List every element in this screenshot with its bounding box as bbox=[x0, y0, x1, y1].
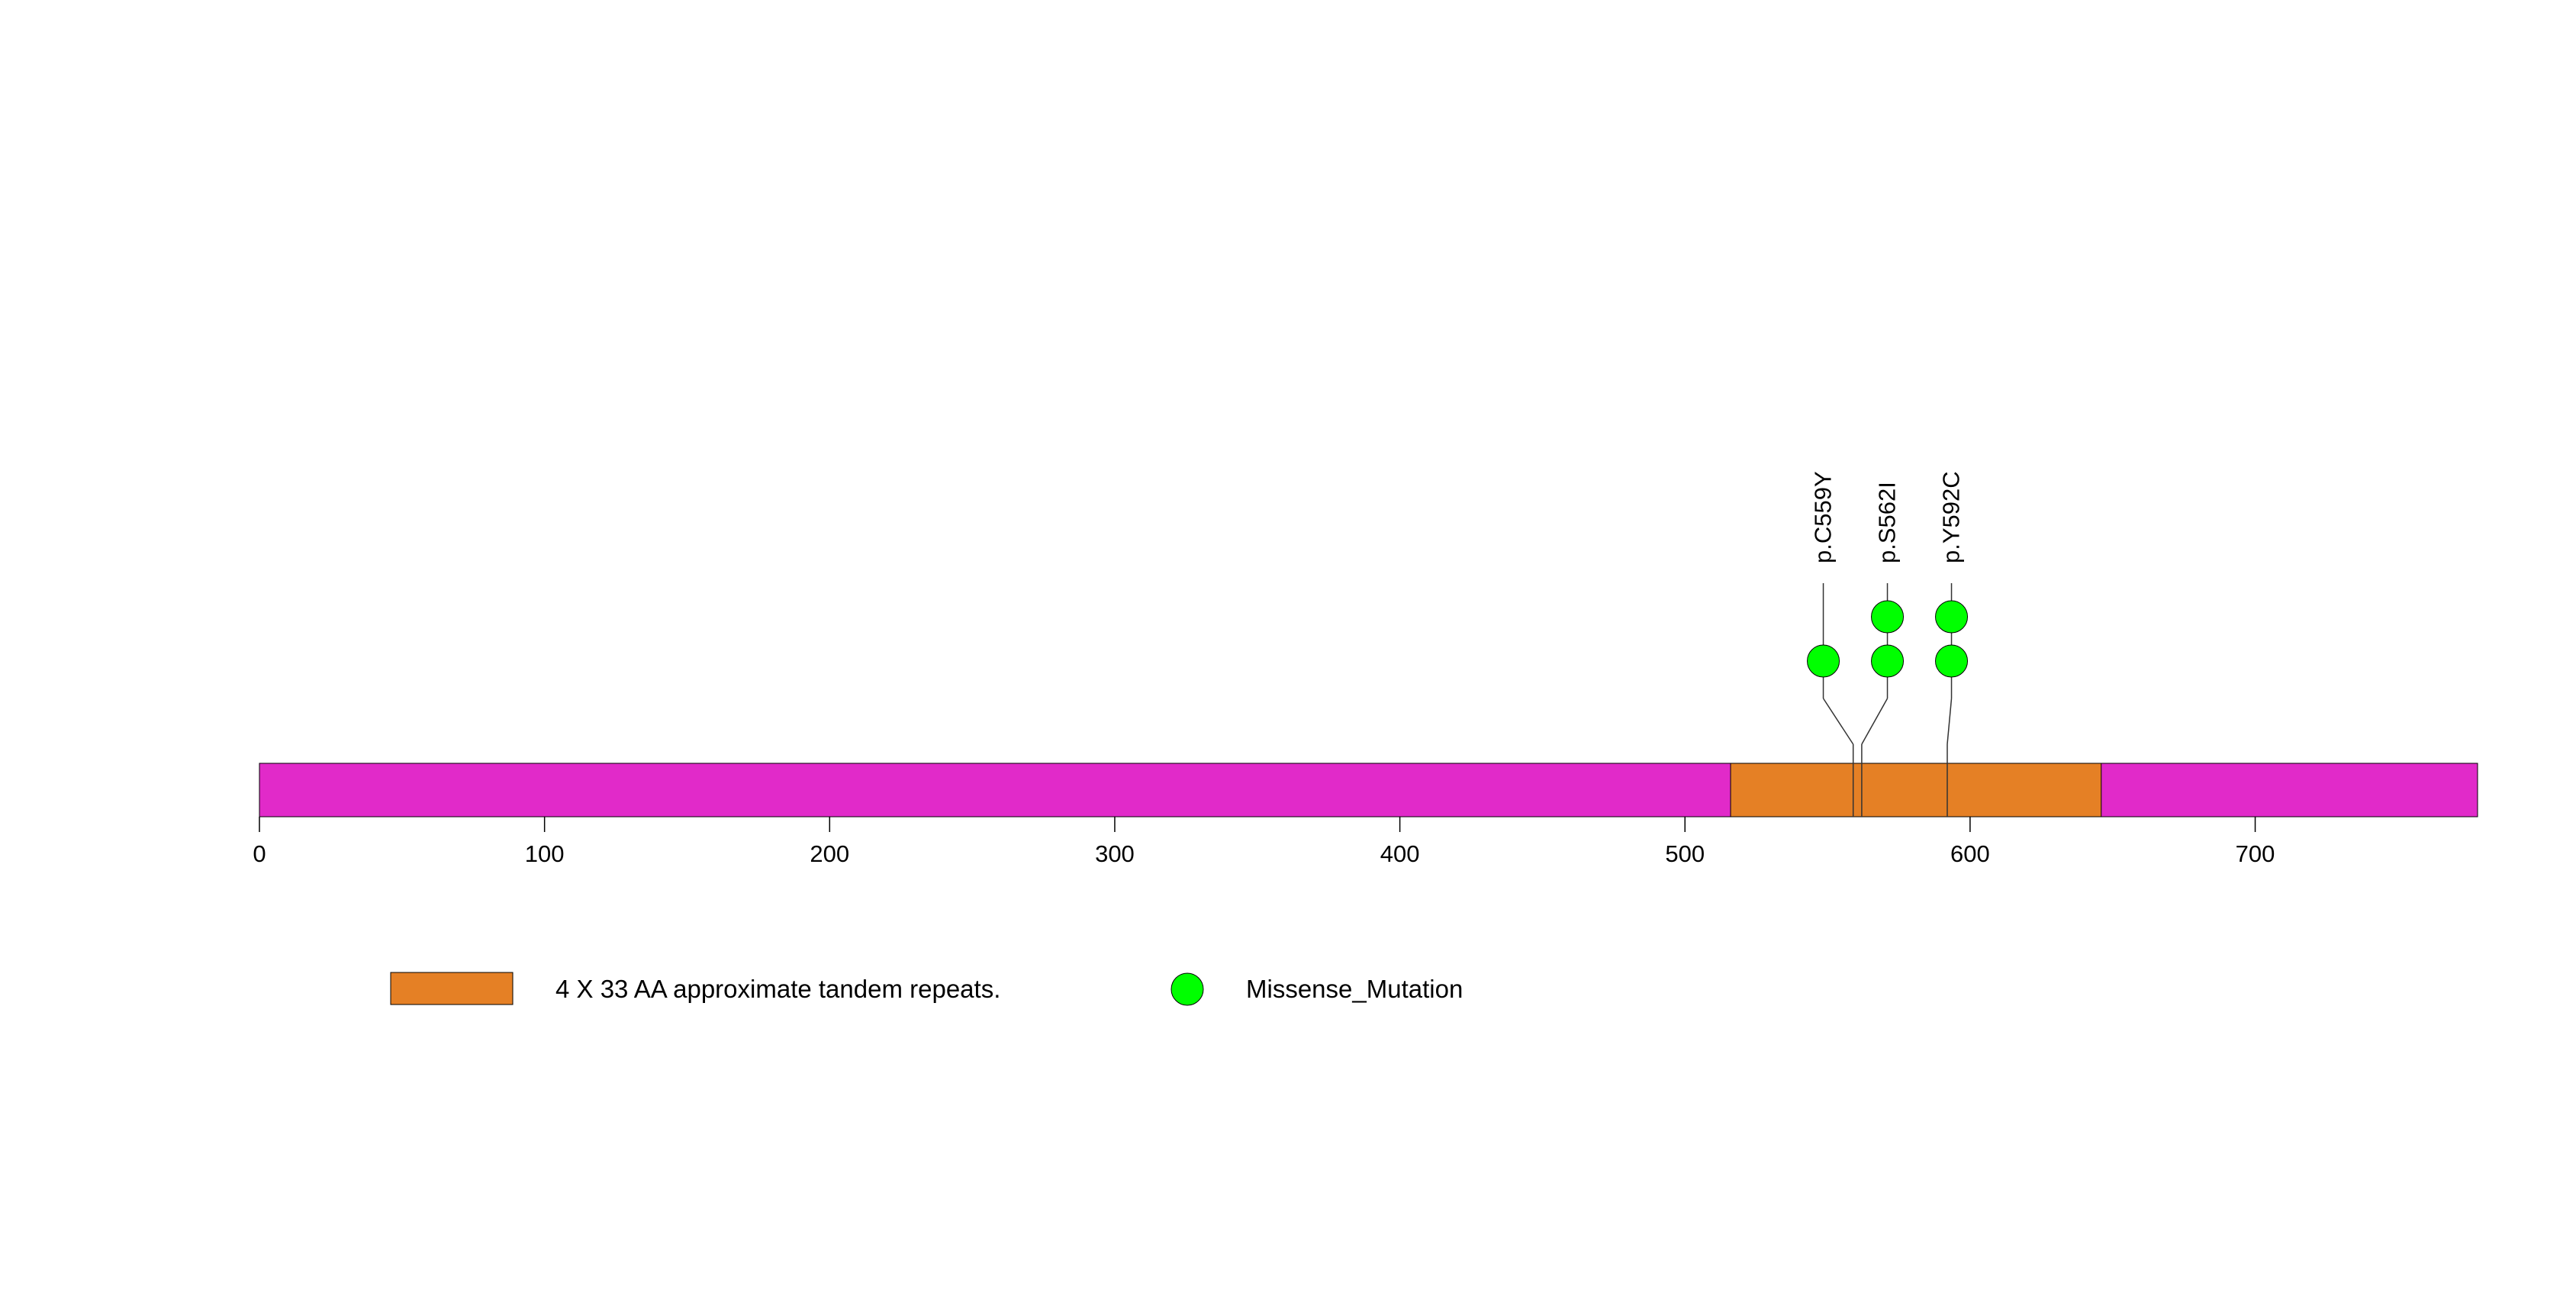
x-tick-label: 200 bbox=[810, 840, 849, 867]
x-tick-label: 600 bbox=[1950, 840, 1990, 867]
missense-dot bbox=[1871, 644, 1905, 678]
mutation-label: p.S562I bbox=[1874, 482, 1901, 563]
mutation-stem-connector bbox=[1822, 698, 1854, 745]
protein-track bbox=[259, 763, 2478, 818]
x-tick-label: 0 bbox=[253, 840, 266, 867]
legend-item-domain: 4 X 33 AA approximate tandem repeats. bbox=[390, 972, 1000, 1005]
legend-swatch-domain bbox=[390, 972, 514, 1005]
missense-dot bbox=[1935, 644, 1969, 678]
missense-dot bbox=[1935, 600, 1969, 634]
x-tick-label: 100 bbox=[525, 840, 565, 867]
domain-0 bbox=[1730, 763, 2102, 818]
missense-dot bbox=[1807, 644, 1840, 678]
mutation-p.Y592C: p.Y592C bbox=[1935, 471, 1969, 817]
mutation-p.C559Y: p.C559Y bbox=[1807, 471, 1854, 817]
legend-swatch-missense bbox=[1170, 972, 1204, 1006]
mutation-lollipops: p.C559Y p.S562I p.Y592C bbox=[1807, 471, 1969, 817]
legend-label: Missense_Mutation bbox=[1246, 975, 1463, 1003]
mutation-stem-connector bbox=[1946, 698, 1953, 745]
x-tick-label: 700 bbox=[2236, 840, 2275, 867]
x-tick-label: 500 bbox=[1665, 840, 1705, 867]
legend: 4 X 33 AA approximate tandem repeats. Mis… bbox=[390, 972, 1463, 1006]
mutation-label: p.C559Y bbox=[1810, 471, 1837, 563]
protein-backbone bbox=[259, 763, 2478, 818]
legend-item-mutation: Missense_Mutation bbox=[1170, 972, 1463, 1006]
x-tick-label: 400 bbox=[1380, 840, 1420, 867]
x-axis: 0 100 200 300 400 500 600 700 bbox=[253, 817, 2275, 867]
mutation-p.S562I: p.S562I bbox=[1861, 482, 1905, 817]
mutation-stem-connector bbox=[1861, 698, 1889, 745]
mutation-label: p.Y592C bbox=[1938, 471, 1965, 563]
missense-dot bbox=[1871, 600, 1905, 634]
x-tick-label: 300 bbox=[1095, 840, 1135, 867]
legend-label: 4 X 33 AA approximate tandem repeats. bbox=[555, 975, 1000, 1003]
